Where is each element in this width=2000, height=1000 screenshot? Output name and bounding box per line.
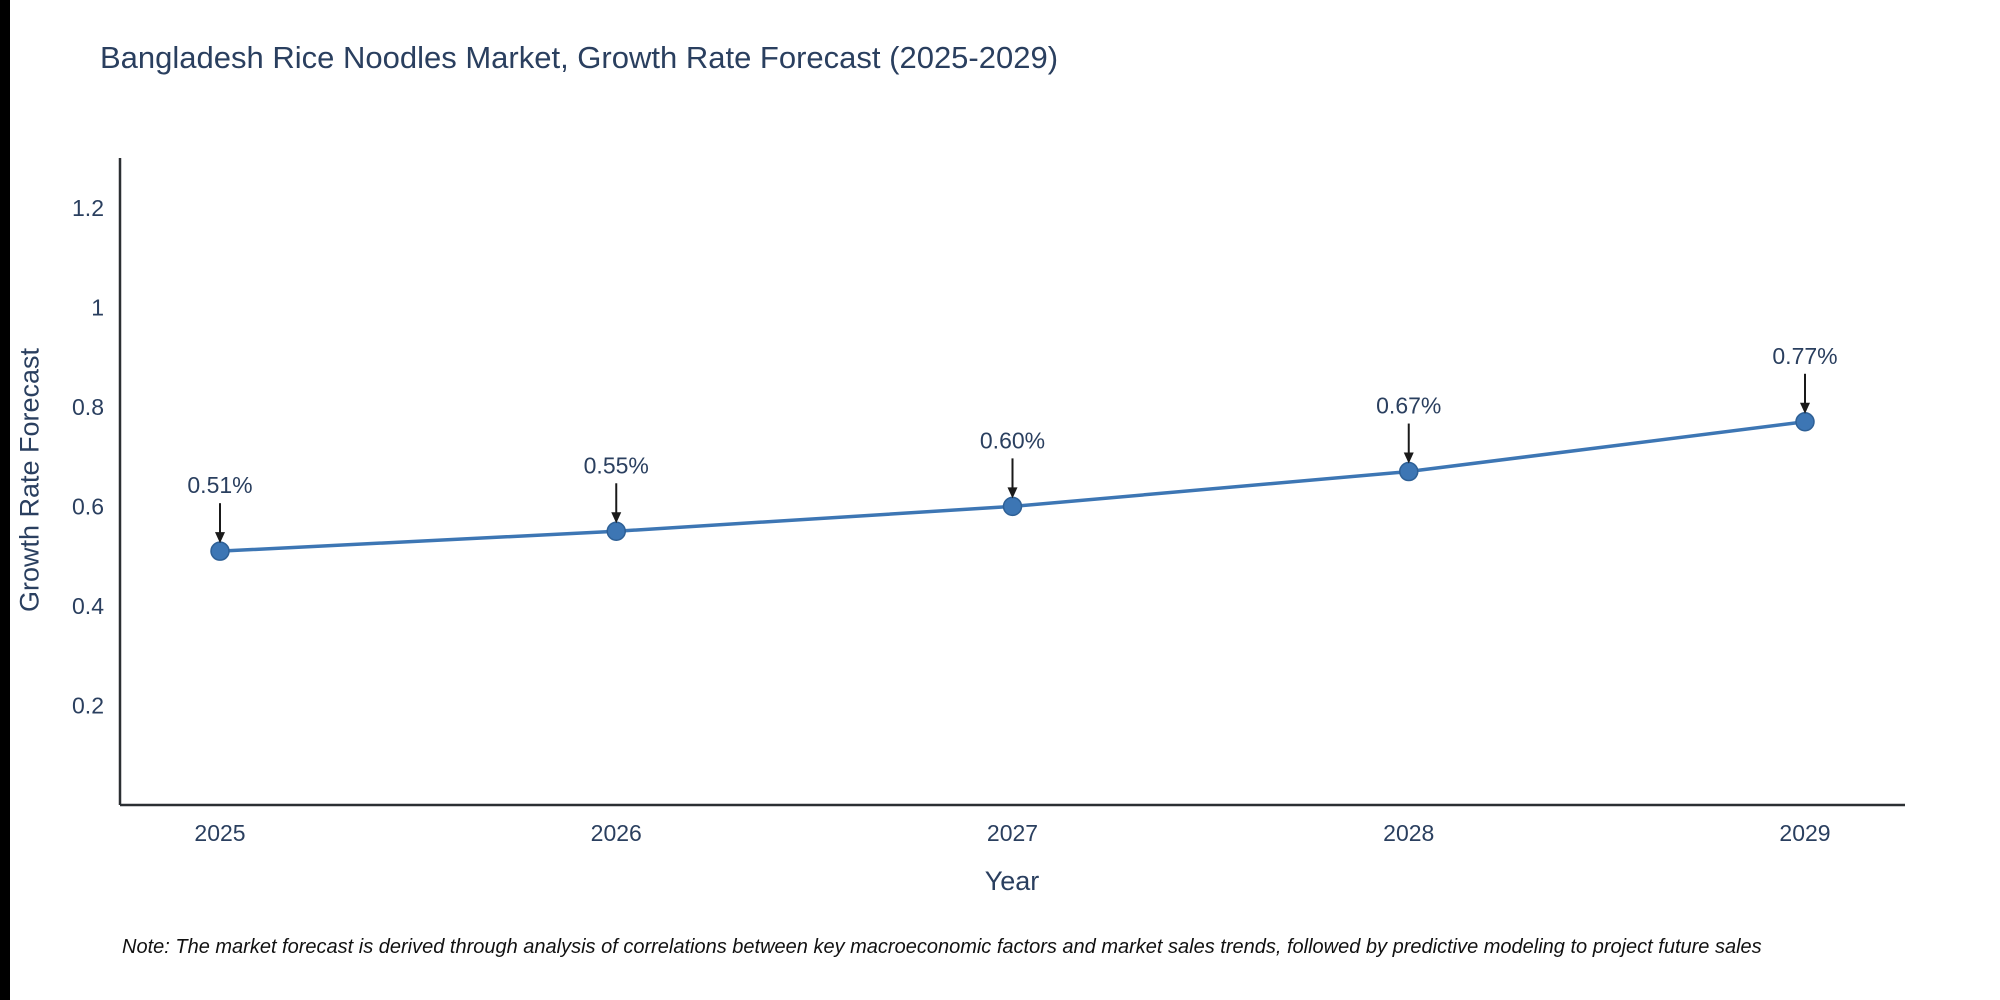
annotation-label: 0.51% xyxy=(187,472,252,498)
x-tick-label: 2029 xyxy=(1779,820,1830,846)
x-tick-label: 2027 xyxy=(987,820,1038,846)
left-black-strip xyxy=(0,0,10,1000)
data-point[interactable] xyxy=(210,541,230,561)
y-tick-label: 0.8 xyxy=(72,394,104,420)
data-point[interactable] xyxy=(1399,461,1419,482)
data-point[interactable] xyxy=(1002,496,1023,517)
x-tick-label: 2028 xyxy=(1383,820,1434,846)
annotation-label: 0.60% xyxy=(980,427,1045,453)
y-tick-label: 0.6 xyxy=(72,493,104,519)
annotation-label: 0.55% xyxy=(584,452,649,478)
annotation-arrowhead xyxy=(1403,452,1414,464)
annotation-arrowhead xyxy=(1007,487,1018,499)
x-axis-title: Year xyxy=(984,866,1040,896)
chart-title: Bangladesh Rice Noodles Market, Growth R… xyxy=(100,40,1059,75)
y-tick-label: 1.2 xyxy=(72,195,104,221)
y-tick-label: 0.4 xyxy=(72,593,104,619)
annotation-arrowhead xyxy=(215,532,225,544)
footnote: Note: The market forecast is derived thr… xyxy=(122,936,1762,958)
y-tick-label: 0.2 xyxy=(72,692,104,718)
x-tick-label: 2026 xyxy=(591,820,642,846)
data-point[interactable] xyxy=(606,521,626,542)
y-tick-label: 1 xyxy=(91,294,104,320)
annotation-arrowhead xyxy=(611,512,622,524)
annotation-label: 0.67% xyxy=(1376,393,1441,419)
annotation-label: 0.77% xyxy=(1772,343,1837,369)
data-point[interactable] xyxy=(1795,412,1815,432)
annotation-arrowhead xyxy=(1800,402,1810,414)
x-tick-label: 2025 xyxy=(194,820,245,846)
